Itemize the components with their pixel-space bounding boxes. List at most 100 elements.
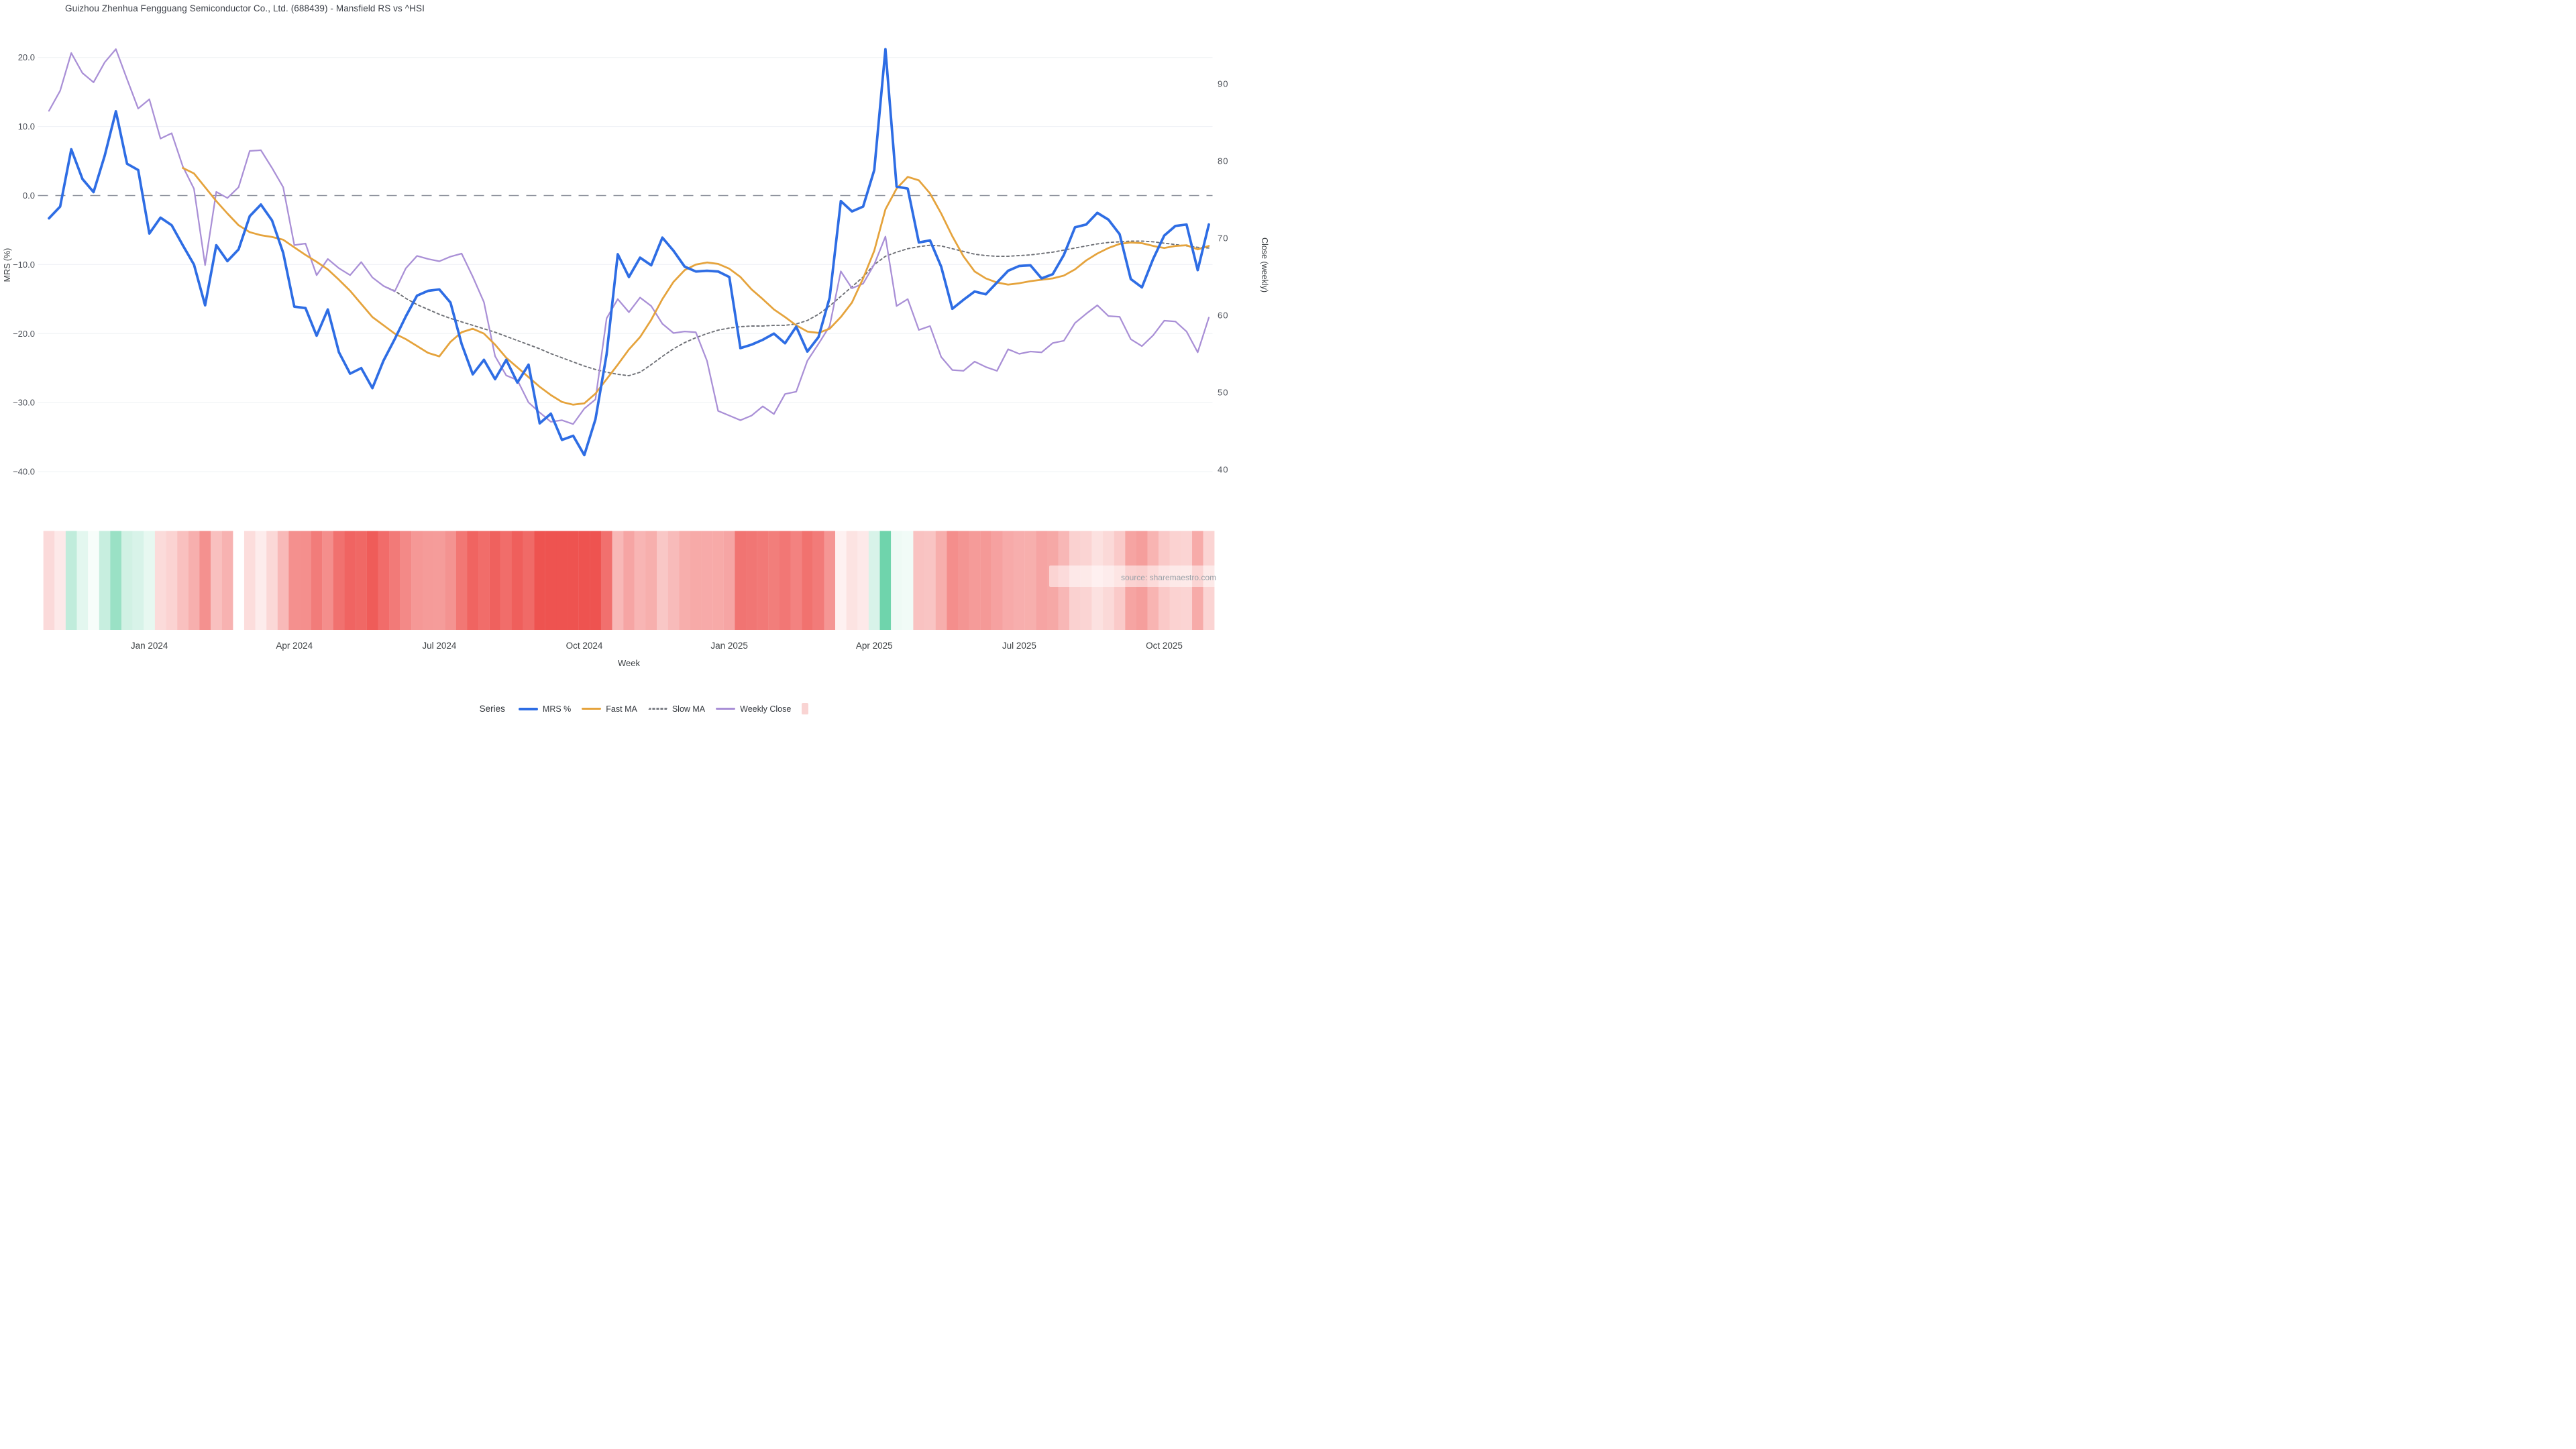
x-axis-tick: Oct 2025 xyxy=(1146,641,1183,651)
heatmap-week-cell xyxy=(266,531,278,630)
heatmap-week-cell xyxy=(757,531,769,630)
heatmap-week-cell xyxy=(779,531,791,630)
heatmap-week-cell xyxy=(701,531,713,630)
heatmap-week-cell xyxy=(712,531,724,630)
heatmap-week-cell xyxy=(790,531,802,630)
legend-series-label: Series xyxy=(479,704,505,714)
heatmap-week-cell xyxy=(455,531,468,630)
left-axis-tick: 0.0 xyxy=(23,191,35,201)
heatmap-week-cell xyxy=(144,531,156,630)
heatmap-week-cell xyxy=(132,531,144,630)
legend-item-fast-ma: Fast MA xyxy=(582,704,637,714)
heatmap-week-cell xyxy=(511,531,523,630)
x-axis-tick: Jul 2024 xyxy=(422,641,457,651)
heatmap-week-cell xyxy=(221,531,233,630)
heatmap-week-cell xyxy=(667,531,680,630)
heatmap-week-cell xyxy=(445,531,456,630)
heatmap-week-cell xyxy=(121,531,133,630)
x-axis-tick: Jan 2024 xyxy=(131,641,168,651)
heatmap-week-cell xyxy=(891,531,902,630)
heatmap-week-cell xyxy=(902,531,914,630)
left-axis-tick: 10.0 xyxy=(18,121,35,131)
heatmap-week-cell xyxy=(545,531,557,630)
series-mrs- xyxy=(48,48,1210,457)
heatmap-week-cell xyxy=(366,531,378,630)
right-axis-tick: 80 xyxy=(1218,156,1228,166)
legend-item-weekly-close: Weekly Close xyxy=(716,704,791,714)
heatmap-week-cell xyxy=(969,531,981,630)
heatmap-week-cell xyxy=(65,531,77,630)
heatmap-week-cell xyxy=(99,531,111,630)
heatmap-week-cell xyxy=(211,531,222,630)
x-axis-tick: Jan 2025 xyxy=(710,641,748,651)
heatmap-week-cell xyxy=(43,531,55,630)
heatmap-week-cell xyxy=(489,531,501,630)
heatmap-week-cell xyxy=(1036,531,1048,630)
heatmap-week-cell xyxy=(645,531,657,630)
heatmap-week-cell xyxy=(590,531,602,630)
series-weekly-close xyxy=(48,48,1210,425)
heatmap-week-cell xyxy=(88,531,99,630)
x-axis-tick: Jul 2025 xyxy=(1002,641,1036,651)
heatmap-week-cell xyxy=(600,531,612,630)
left-axis-tick: −20.0 xyxy=(13,329,35,339)
heatmap-week-cell xyxy=(523,531,535,630)
right-axis-tick: 40 xyxy=(1218,465,1228,475)
heatmap-week-cell xyxy=(957,531,969,630)
slow-ma-dotted-swatch-icon xyxy=(647,708,667,710)
heatmap-week-cell xyxy=(991,531,1003,630)
left-axis-tick: −30.0 xyxy=(13,398,35,408)
heatmap-week-cell xyxy=(924,531,936,630)
x-axis-title: Week xyxy=(618,658,640,668)
heatmap-week-cell xyxy=(467,531,479,630)
heatmap-week-cell xyxy=(356,531,367,630)
mrs-line-swatch-icon xyxy=(518,707,538,710)
chart-page: Guizhou Zhenhua Fengguang Semiconductor … xyxy=(0,0,1288,724)
heatmap-week-cell xyxy=(344,531,356,630)
heatmap-week-cell xyxy=(1002,531,1014,630)
heatmap-week-cell xyxy=(879,531,892,630)
heatmap-week-cell xyxy=(422,531,434,630)
heatmap-week-cell xyxy=(411,531,423,630)
heatmap-week-cell xyxy=(913,531,925,630)
heatmap-week-cell xyxy=(188,531,200,630)
right-axis-tick: 90 xyxy=(1218,79,1228,89)
heatmap-week-cell xyxy=(612,531,624,630)
heatmap-week-cell xyxy=(322,531,334,630)
heatmap-week-cell xyxy=(1014,531,1025,630)
heatmap-week-cell xyxy=(824,531,836,630)
fast-ma-line-swatch-icon xyxy=(582,708,602,710)
heatmap-week-cell xyxy=(500,531,513,630)
heatmap-week-cell xyxy=(835,531,847,630)
source-chip xyxy=(1049,566,1221,587)
legend-item-slow-ma: Slow MA xyxy=(647,704,705,714)
heatmap-week-cell xyxy=(735,531,747,630)
legend-item-label: Fast MA xyxy=(606,704,637,714)
heatmap-week-cell xyxy=(244,531,256,630)
heatmap-week-cell xyxy=(768,531,780,630)
heatmap-week-cell xyxy=(935,531,947,630)
series-legend: Series MRS % Fast MA Slow MA Weekly Clos… xyxy=(0,703,1288,714)
heatmap-week-cell xyxy=(947,531,959,630)
right-axis-tick: 70 xyxy=(1218,233,1228,244)
heatmap-week-cell xyxy=(556,531,568,630)
heatmap-week-cell xyxy=(110,531,122,630)
x-axis-tick: Apr 2024 xyxy=(276,641,313,651)
heatmap-week-cell xyxy=(690,531,702,630)
heatmap-week-cell xyxy=(478,531,490,630)
right-axis-title: Close (weekly) xyxy=(1260,237,1269,292)
heatmap-week-cell xyxy=(846,531,858,630)
right-axis-tick: 60 xyxy=(1218,311,1228,321)
left-axis-tick: 20.0 xyxy=(18,52,35,62)
heatmap-week-cell xyxy=(199,531,211,630)
heatmap-week-cell xyxy=(534,531,545,630)
heatmap-week-cell xyxy=(255,531,267,630)
mansfield-rs-chart[interactable]: 20.0 10.0 0.0 −10.0 −20.0 −30.0 −40.0 90 80 70 60 5… xyxy=(0,0,1288,724)
heatmap-week-cell xyxy=(300,531,311,630)
heatmap-week-cell xyxy=(333,531,345,630)
series-fast-ma xyxy=(182,166,1210,406)
legend-item-label: MRS % xyxy=(542,704,572,714)
left-axis-title: MRS (%) xyxy=(3,248,12,282)
x-axis-tick: Apr 2025 xyxy=(856,641,893,651)
heatmap-week-cell xyxy=(76,531,89,630)
